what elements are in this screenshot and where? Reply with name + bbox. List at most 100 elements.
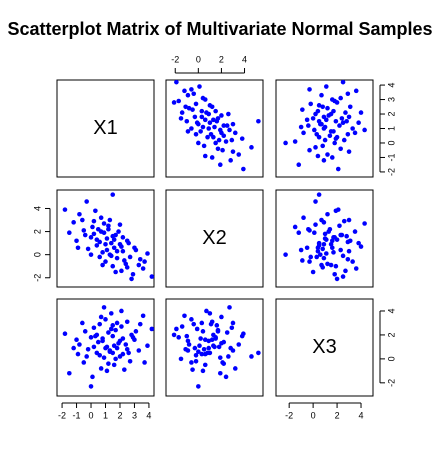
point [338,247,343,253]
point [341,137,347,143]
point [202,117,208,123]
point [283,140,288,146]
point [202,362,208,368]
point [325,105,330,111]
point [116,341,121,346]
point [315,153,321,159]
point [229,325,235,331]
point [88,235,94,240]
point [362,221,367,226]
point [186,342,192,347]
point [358,110,364,115]
point [211,332,216,338]
point [343,268,348,274]
point [119,308,124,314]
point [318,252,323,257]
point [328,241,334,247]
point [306,226,311,232]
point [206,126,212,131]
point [219,341,224,346]
point [323,251,329,256]
x-tick-label: 4 [146,410,151,420]
point [323,117,329,123]
panel-frame [165,298,264,397]
point [202,337,208,343]
point [329,155,335,160]
point [322,137,328,143]
point [320,246,326,252]
point [307,259,312,264]
point [199,351,205,357]
point [207,103,213,108]
point [80,320,85,326]
point [91,231,97,237]
point [256,118,261,124]
point [120,336,126,341]
point [71,345,76,351]
point [176,335,182,340]
point [236,342,242,347]
point [316,240,322,246]
point [62,207,68,212]
y-tick-label: -1 [386,153,396,161]
point [101,305,107,310]
point [183,104,188,110]
point [315,248,321,254]
point [193,101,199,107]
point [137,321,143,327]
point [77,211,82,217]
point [229,137,235,143]
point [304,117,310,123]
point [136,348,142,353]
point [108,311,114,316]
point [197,84,202,89]
point [196,140,201,146]
point [334,100,340,105]
point [313,222,318,227]
point [142,259,147,264]
point [202,351,208,357]
point [111,343,117,349]
point [94,332,100,338]
point [111,245,117,251]
point [226,354,231,359]
point [322,231,328,237]
point [338,95,343,101]
point [319,217,324,223]
point [329,245,335,251]
point [230,348,236,353]
point [353,88,359,94]
point [104,247,110,253]
point [209,155,215,160]
point [319,92,324,98]
point [315,245,321,251]
point [340,274,346,279]
point [249,354,254,359]
point [310,269,316,275]
point [116,229,121,234]
point [124,319,130,325]
point [179,110,185,115]
point [84,199,89,204]
point [207,120,213,126]
point [296,230,302,236]
point [331,108,336,114]
point [236,152,242,157]
point [334,276,340,282]
point [213,336,218,341]
point [98,366,104,371]
point [204,308,209,314]
point [214,323,220,328]
point [221,361,227,366]
point [140,266,146,271]
point [190,107,195,112]
point [108,326,114,332]
panel-frame [275,298,374,397]
point [227,127,232,133]
point [67,370,72,376]
point [196,349,201,354]
point [320,104,326,110]
point [194,120,200,126]
point [345,91,351,97]
point [122,258,127,263]
